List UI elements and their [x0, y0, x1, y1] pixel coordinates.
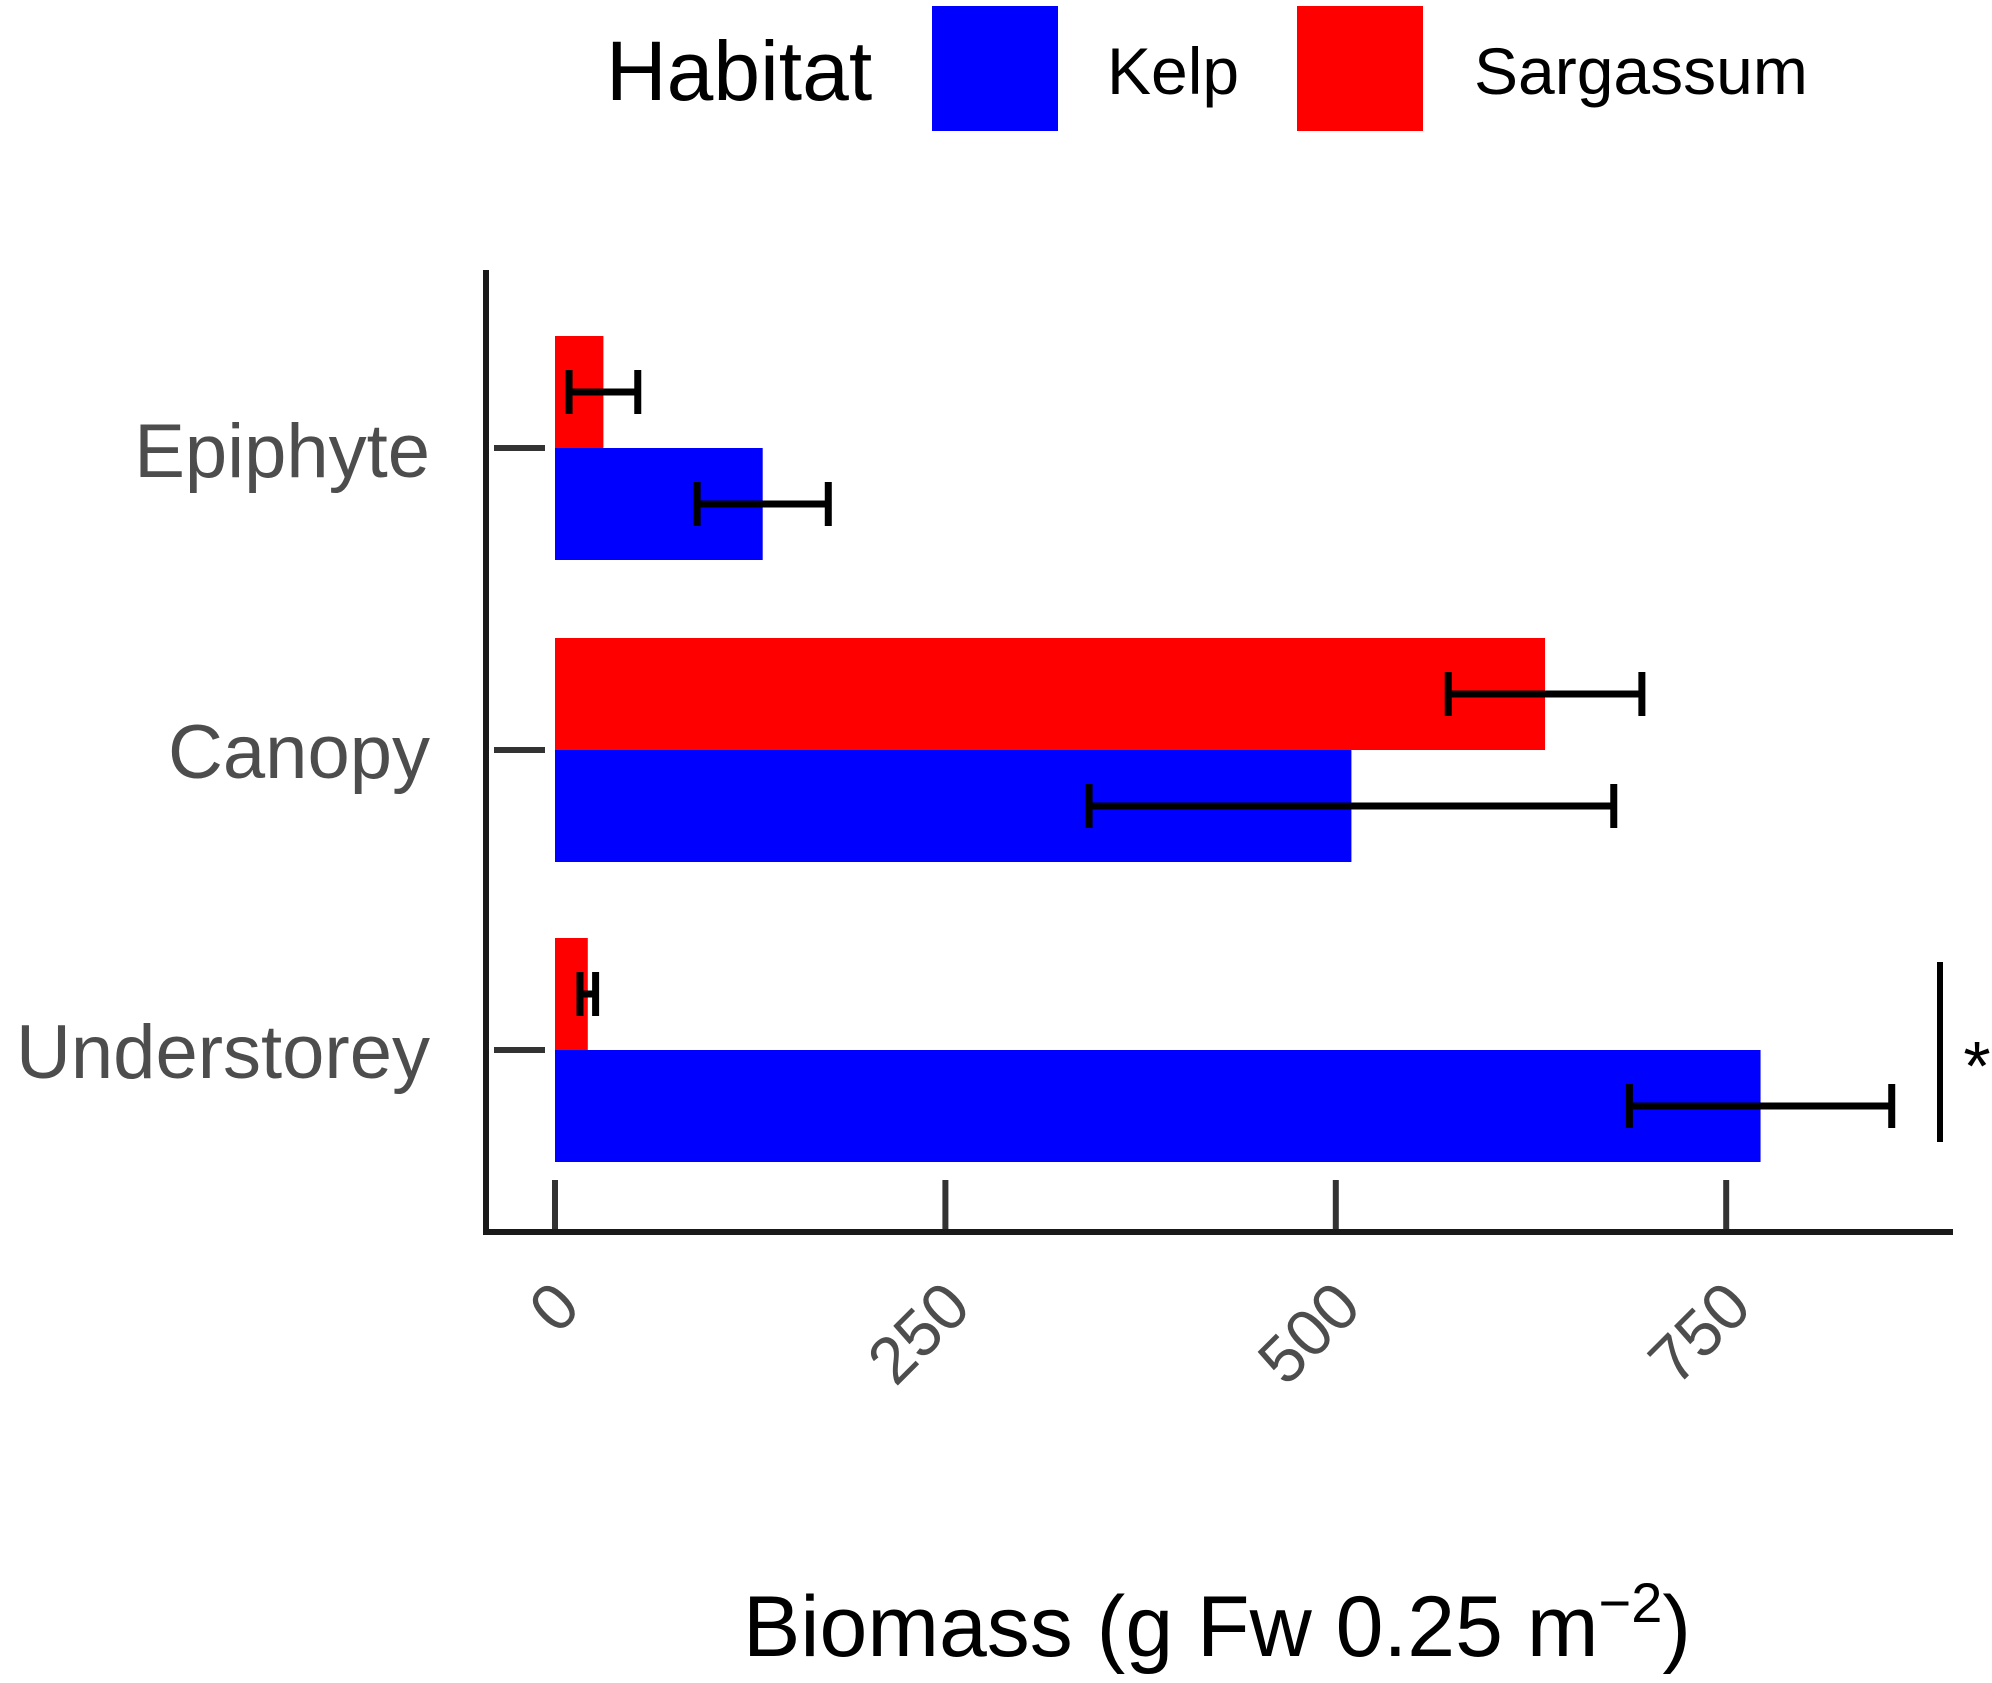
legend-label-kelp: Kelp: [1107, 34, 1239, 108]
category-label-understorey: Understorey: [16, 1010, 430, 1095]
error-bar-kelp-understorey: [1625, 1084, 1896, 1128]
legend-title: Habitat: [606, 24, 872, 118]
x-tick-label-750: 750: [1634, 1268, 1764, 1398]
error-bar-sargassum-canopy: [1444, 672, 1646, 716]
x-axis-title: Biomass (g Fw 0.25 m−2): [743, 1571, 1691, 1675]
error-bar-kelp-epiphyte: [693, 482, 832, 526]
bar-kelp-understorey: [555, 1050, 1761, 1162]
x-axis-title-superscript: −2: [1598, 1571, 1662, 1634]
x-tick-labels: 0 250 500 750: [515, 1268, 1764, 1398]
x-tick-label-0: 0: [515, 1268, 593, 1346]
legend: Habitat Kelp Sargassum: [606, 6, 1808, 131]
x-tick-label-250: 250: [853, 1268, 983, 1398]
plot-area: [494, 336, 1896, 1230]
legend-swatch-sargassum: [1297, 6, 1423, 131]
error-bar-sargassum-understorey: [576, 972, 600, 1016]
legend-swatch-kelp: [932, 6, 1058, 131]
bar-sargassum-canopy: [555, 638, 1546, 750]
legend-label-sargassum: Sargassum: [1474, 34, 1808, 108]
error-bar-sargassum-epiphyte: [565, 370, 642, 414]
x-axis-title-close: ): [1662, 1579, 1691, 1675]
category-label-epiphyte: Epiphyte: [134, 409, 430, 494]
error-bar-kelp-canopy: [1085, 784, 1618, 828]
category-label-canopy: Canopy: [168, 710, 430, 795]
significance-star: *: [1963, 1027, 1990, 1105]
x-axis-title-main: Biomass (g Fw 0.25 m: [743, 1579, 1598, 1675]
x-tick-label-500: 500: [1244, 1268, 1374, 1398]
